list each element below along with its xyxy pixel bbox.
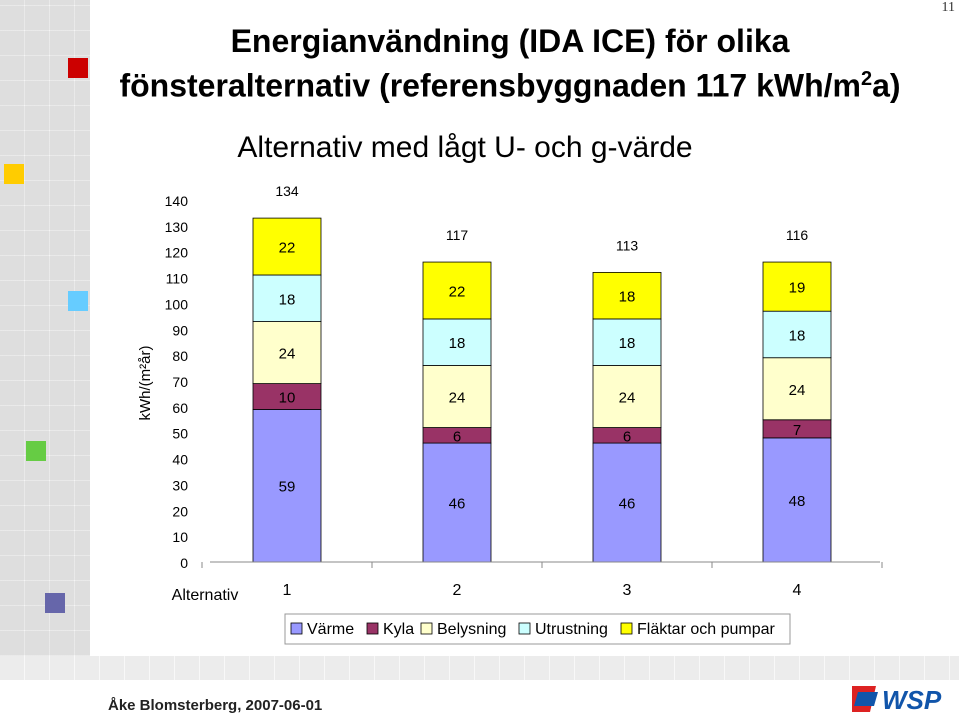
bar-segment xyxy=(762,357,832,421)
bar-segment-label: 18 xyxy=(449,335,466,352)
accent-square-green xyxy=(26,441,46,461)
bar-segment-label: 24 xyxy=(279,346,296,363)
stacked-bar-chart: Alternativ med lågt U- och g-värde kWh/(… xyxy=(137,131,883,645)
y-axis-label: kWh/(m²år) xyxy=(137,346,154,421)
bar-segment-label: 24 xyxy=(619,390,636,407)
bar-segment-label: 18 xyxy=(619,289,636,306)
accent-square-purple xyxy=(45,593,65,613)
legend-label: Kyla xyxy=(383,621,414,638)
x-tick-label: 1 xyxy=(283,582,292,599)
bar-segment xyxy=(422,365,492,428)
x-tick-label: 2 xyxy=(453,582,462,599)
title-line-1: Energianvändning (IDA ICE) för olika xyxy=(230,23,790,59)
legend-swatch xyxy=(366,622,379,635)
page-title: Energianvändning (IDA ICE) för olika fön… xyxy=(100,22,920,105)
legend-label: Utrustning xyxy=(535,621,608,638)
y-tick-label: 10 xyxy=(172,529,188,545)
legend-swatch xyxy=(290,622,303,635)
bar-segment-label: 10 xyxy=(279,390,296,407)
bar-segment-label: 6 xyxy=(623,428,631,445)
bar-segment-label: 22 xyxy=(449,284,466,301)
bar-segment xyxy=(252,217,322,276)
bar-segment-label: 18 xyxy=(789,327,806,344)
bar-segment xyxy=(422,261,492,320)
bar-segment xyxy=(762,437,832,563)
bar-segment-label: 22 xyxy=(279,240,296,257)
x-tick-label: 3 xyxy=(623,582,632,599)
bar-segment-label: 48 xyxy=(789,493,806,510)
bar-total-label: 117 xyxy=(446,227,469,243)
bar-segment-label: 7 xyxy=(793,422,801,439)
bar-segment xyxy=(592,271,662,320)
y-tick-label: 50 xyxy=(172,426,188,442)
bar-segment-label: 18 xyxy=(279,291,296,308)
y-tick-label: 100 xyxy=(165,296,189,312)
legend-swatch xyxy=(620,622,633,635)
title-line-2-text: fönsteralternativ (referensbyggnaden 117… xyxy=(119,67,861,104)
bar-segment-label: 46 xyxy=(619,496,636,513)
wsp-logo: WSP xyxy=(852,685,942,715)
logo-mark-accent xyxy=(854,692,878,706)
bar-segment-label: 19 xyxy=(789,280,806,297)
y-tick-label: 110 xyxy=(166,271,189,287)
y-tick-label: 20 xyxy=(172,503,188,519)
x-tick-label: 4 xyxy=(793,582,802,599)
y-tick-label: 30 xyxy=(172,477,188,493)
title-line-2: fönsteralternativ (referensbyggnaden 117… xyxy=(100,60,920,105)
bar-segment xyxy=(252,409,322,563)
bar-segment-label: 6 xyxy=(453,428,461,445)
footer-author: Åke Blomsterberg, 2007-06-01 xyxy=(108,697,323,714)
title-line-2-end: a) xyxy=(872,67,901,104)
bar-segment xyxy=(422,318,492,366)
chart-legend: Värme Kyla Belysning Utrustning Fläktar och … xyxy=(284,613,791,645)
bar-segment-label: 59 xyxy=(279,479,296,496)
decorative-bottom-strip xyxy=(0,656,959,680)
bar-segment-label: 18 xyxy=(619,335,636,352)
accent-square-blue xyxy=(68,291,88,311)
bar-segment xyxy=(422,442,492,563)
bar-segment xyxy=(592,365,662,428)
y-tick-label: 130 xyxy=(165,219,189,235)
y-tick-label: 90 xyxy=(172,322,188,338)
bar-segment xyxy=(252,274,322,322)
bar-segment-label: 46 xyxy=(449,496,466,513)
bar-segment-label: 24 xyxy=(449,390,466,407)
accent-square-yellow xyxy=(4,164,24,184)
legend-label: Värme xyxy=(307,621,354,638)
legend-label: Belysning xyxy=(437,621,506,638)
x-axis-label: Alternativ xyxy=(172,587,239,604)
page-number: 11 xyxy=(941,0,955,15)
legend-label: Fläktar och pumpar xyxy=(637,621,776,638)
y-tick-label: 40 xyxy=(172,452,188,468)
y-tick-label: 60 xyxy=(172,400,188,416)
bar-total-label: 116 xyxy=(786,227,809,243)
chart-title: Alternativ med lågt U- och g-värde xyxy=(237,131,692,164)
title-superscript: 2 xyxy=(860,68,873,90)
bar-segment xyxy=(592,318,662,366)
y-tick-label: 80 xyxy=(172,348,188,364)
y-tick-label: 140 xyxy=(165,193,189,209)
y-tick-label: 120 xyxy=(165,245,189,261)
y-tick-label: 0 xyxy=(180,555,188,571)
bar-segment-label: 24 xyxy=(789,382,806,399)
y-tick-label: 70 xyxy=(172,374,188,390)
logo-text: WSP xyxy=(882,685,942,715)
legend-swatch xyxy=(420,622,433,635)
decorative-left-strip xyxy=(0,0,90,680)
bar-total-label: 113 xyxy=(616,237,639,253)
bar-total-label: 134 xyxy=(275,183,299,199)
accent-square-red xyxy=(68,58,88,78)
bar-segment xyxy=(762,261,832,312)
legend-swatch xyxy=(518,622,531,635)
